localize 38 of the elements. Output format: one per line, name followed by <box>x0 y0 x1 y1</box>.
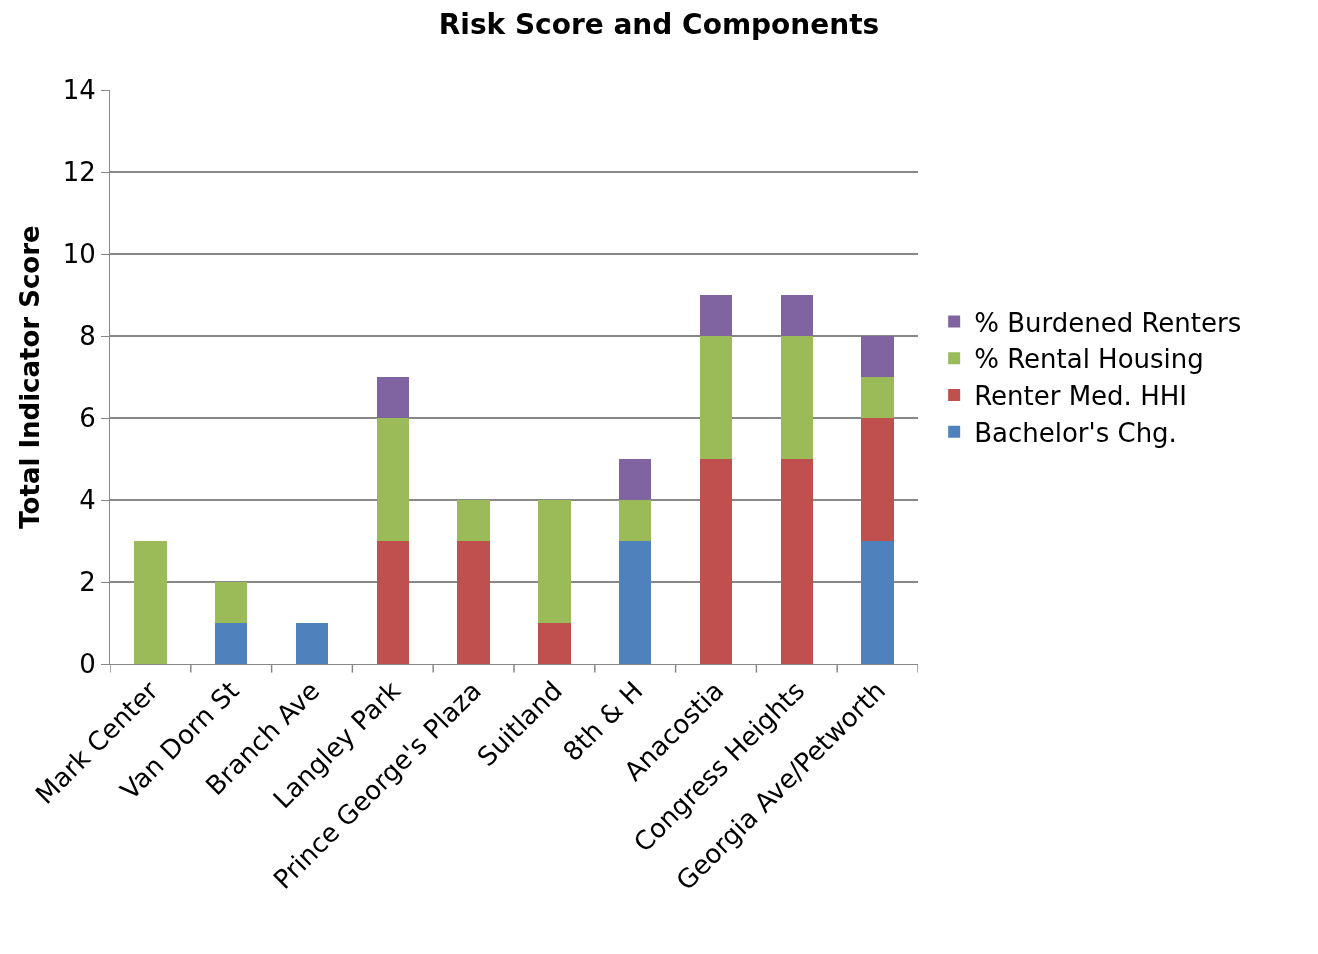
y-tick-label: 6 <box>79 403 96 434</box>
bar <box>619 500 652 541</box>
bar <box>457 500 490 541</box>
y-tick-label: 10 <box>62 239 96 270</box>
y-tick-label: 2 <box>79 567 96 598</box>
bar <box>861 377 894 418</box>
bar <box>780 459 813 664</box>
legend-label: Renter Med. HHI <box>974 381 1187 412</box>
bar <box>134 541 167 664</box>
bar <box>376 418 409 541</box>
bar <box>861 336 894 377</box>
bar <box>699 295 733 336</box>
y-tick-label: 12 <box>62 157 96 188</box>
y-tick-label: 14 <box>62 75 96 106</box>
chart-title: Risk Score and Components <box>438 7 880 41</box>
bar <box>376 377 409 418</box>
y-axis-title: Total Indicator Score <box>15 225 46 529</box>
bar <box>376 541 409 664</box>
y-tick-label: 4 <box>79 485 96 516</box>
bar <box>861 541 894 664</box>
bar <box>215 582 248 623</box>
bar <box>295 623 329 664</box>
y-tick-label: 0 <box>79 649 96 680</box>
legend-label: % Burdened Renters <box>974 307 1242 338</box>
legend-label: % Rental Housing <box>974 344 1204 375</box>
bar <box>780 336 813 459</box>
bar <box>699 459 733 664</box>
y-tick-label: 8 <box>79 321 96 352</box>
bar <box>861 418 894 541</box>
bar <box>619 541 652 664</box>
bar <box>780 295 813 336</box>
bar <box>619 459 652 500</box>
legend-label: Bachelor's Chg. <box>974 417 1177 448</box>
bar <box>215 623 248 664</box>
bar <box>538 500 571 623</box>
bar <box>699 336 733 459</box>
bar <box>538 623 571 664</box>
bar <box>457 541 490 664</box>
